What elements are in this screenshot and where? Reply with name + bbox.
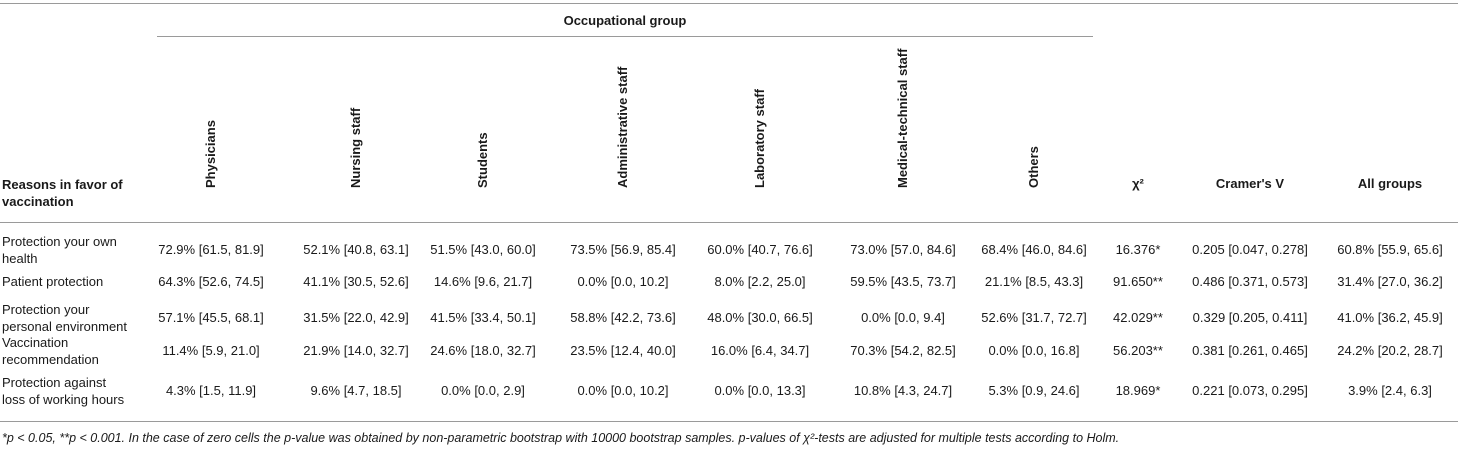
all-groups-value: 60.8% [55.9, 65.6]: [1337, 242, 1443, 257]
table-cell: 41.5% [33.4, 50.1]: [430, 310, 536, 325]
chi-value: 91.650**: [1113, 274, 1163, 289]
group-header: Occupational group: [563, 13, 687, 28]
table-cell: 52.6% [31.7, 72.7]: [981, 310, 1087, 325]
chi-value: 18.969*: [1115, 383, 1161, 398]
occupation-header: Laboratory staff: [752, 89, 767, 188]
occupation-header: Medical-technical staff: [895, 48, 910, 188]
table-cell: 16.0% [6.4, 34.7]: [710, 343, 810, 358]
table-cell: 52.1% [40.8, 63.1]: [303, 242, 409, 257]
chi-value: 42.029**: [1113, 310, 1163, 325]
cramer-value: 0.381 [0.261, 0.465]: [1192, 343, 1308, 358]
table-cell: 60.0% [40.7, 76.6]: [707, 242, 813, 257]
table-cell: 0.0% [0.0, 13.3]: [714, 383, 806, 398]
all-groups-value: 3.9% [2.4, 6.3]: [1348, 383, 1432, 398]
chi-value: 56.203**: [1113, 343, 1163, 358]
row-label: Patient protection: [2, 274, 104, 289]
row-label: Protection your own: [2, 234, 117, 249]
row-label: Protection against: [2, 375, 107, 390]
table-cell: 23.5% [12.4, 40.0]: [570, 343, 676, 358]
table-cell: 21.9% [14.0, 32.7]: [303, 343, 409, 358]
table-cell: 57.1% [45.5, 68.1]: [158, 310, 264, 325]
table-cell: 5.3% [0.9, 24.6]: [988, 383, 1080, 398]
table-cell: 58.8% [42.2, 73.6]: [570, 310, 676, 325]
table-cell: 10.8% [4.3, 24.7]: [853, 383, 953, 398]
occupation-header: Physicians: [203, 120, 218, 188]
cramer-value: 0.329 [0.205, 0.411]: [1192, 310, 1308, 325]
row-label: loss of working hours: [2, 392, 125, 407]
occupation-header: Others: [1026, 146, 1041, 188]
occupation-header: Nursing staff: [348, 107, 363, 188]
header-rule: [0, 222, 1458, 223]
table-cell: 64.3% [52.6, 74.5]: [158, 274, 264, 289]
group-rule: [157, 36, 1093, 37]
cramer-value: 0.205 [0.047, 0.278]: [1192, 242, 1308, 257]
all-groups-value: 31.4% [27.0, 36.2]: [1337, 274, 1443, 289]
table-cell: 73.0% [57.0, 84.6]: [850, 242, 956, 257]
table-cell: 68.4% [46.0, 84.6]: [981, 242, 1087, 257]
bottom-rule: [0, 421, 1458, 422]
all-header: All groups: [1357, 176, 1423, 191]
row-label: personal environment: [2, 319, 128, 334]
row-label: health: [2, 251, 38, 266]
row-label: Vaccination: [2, 335, 69, 350]
table-cell: 31.5% [22.0, 42.9]: [303, 310, 409, 325]
occupation-header: Students: [475, 132, 490, 188]
table-cell: 0.0% [0.0, 16.8]: [988, 343, 1080, 358]
cramer-value: 0.221 [0.073, 0.295]: [1192, 383, 1308, 398]
cramer-value: 0.486 [0.371, 0.573]: [1192, 274, 1308, 289]
table-cell: 24.6% [18.0, 32.7]: [430, 343, 536, 358]
table-cell: 0.0% [0.0, 9.4]: [861, 310, 945, 325]
row-header-line-2: vaccination: [2, 194, 74, 209]
table-cell: 41.1% [30.5, 52.6]: [303, 274, 409, 289]
table-cell: 0.0% [0.0, 10.2]: [577, 274, 669, 289]
table-cell: 48.0% [30.0, 66.5]: [707, 310, 813, 325]
table-cell: 21.1% [8.5, 43.3]: [984, 274, 1084, 289]
table-cell: 70.3% [54.2, 82.5]: [850, 343, 956, 358]
table-cell: 72.9% [61.5, 81.9]: [158, 242, 264, 257]
row-label: recommendation: [2, 352, 99, 367]
chi-header: χ²: [1132, 176, 1144, 191]
table-cell: 14.6% [9.6, 21.7]: [433, 274, 533, 289]
all-groups-value: 41.0% [36.2, 45.9]: [1337, 310, 1443, 325]
table-cell: 4.3% [1.5, 11.9]: [165, 383, 257, 398]
occupation-header: Administrative staff: [615, 66, 630, 188]
all-groups-value: 24.2% [20.2, 28.7]: [1337, 343, 1443, 358]
table-cell: 9.6% [4.7, 18.5]: [310, 383, 402, 398]
footnote: *p < 0.05, **p < 0.001. In the case of z…: [2, 431, 1120, 445]
table-cell: 0.0% [0.0, 10.2]: [577, 383, 669, 398]
chi-value: 16.376*: [1115, 242, 1161, 257]
row-label: Protection your: [2, 302, 90, 317]
table-cell: 8.0% [2.2, 25.0]: [714, 274, 806, 289]
table-cell: 59.5% [43.5, 73.7]: [850, 274, 956, 289]
table-cell: 0.0% [0.0, 2.9]: [441, 383, 525, 398]
table-cell: 11.4% [5.9, 21.0]: [162, 343, 260, 358]
table-cell: 73.5% [56.9, 85.4]: [570, 242, 676, 257]
row-header-line-1: Reasons in favor of: [2, 177, 123, 192]
top-rule: [0, 3, 1458, 4]
table-cell: 51.5% [43.0, 60.0]: [430, 242, 536, 257]
cramer-header: Cramer's V: [1215, 176, 1285, 191]
